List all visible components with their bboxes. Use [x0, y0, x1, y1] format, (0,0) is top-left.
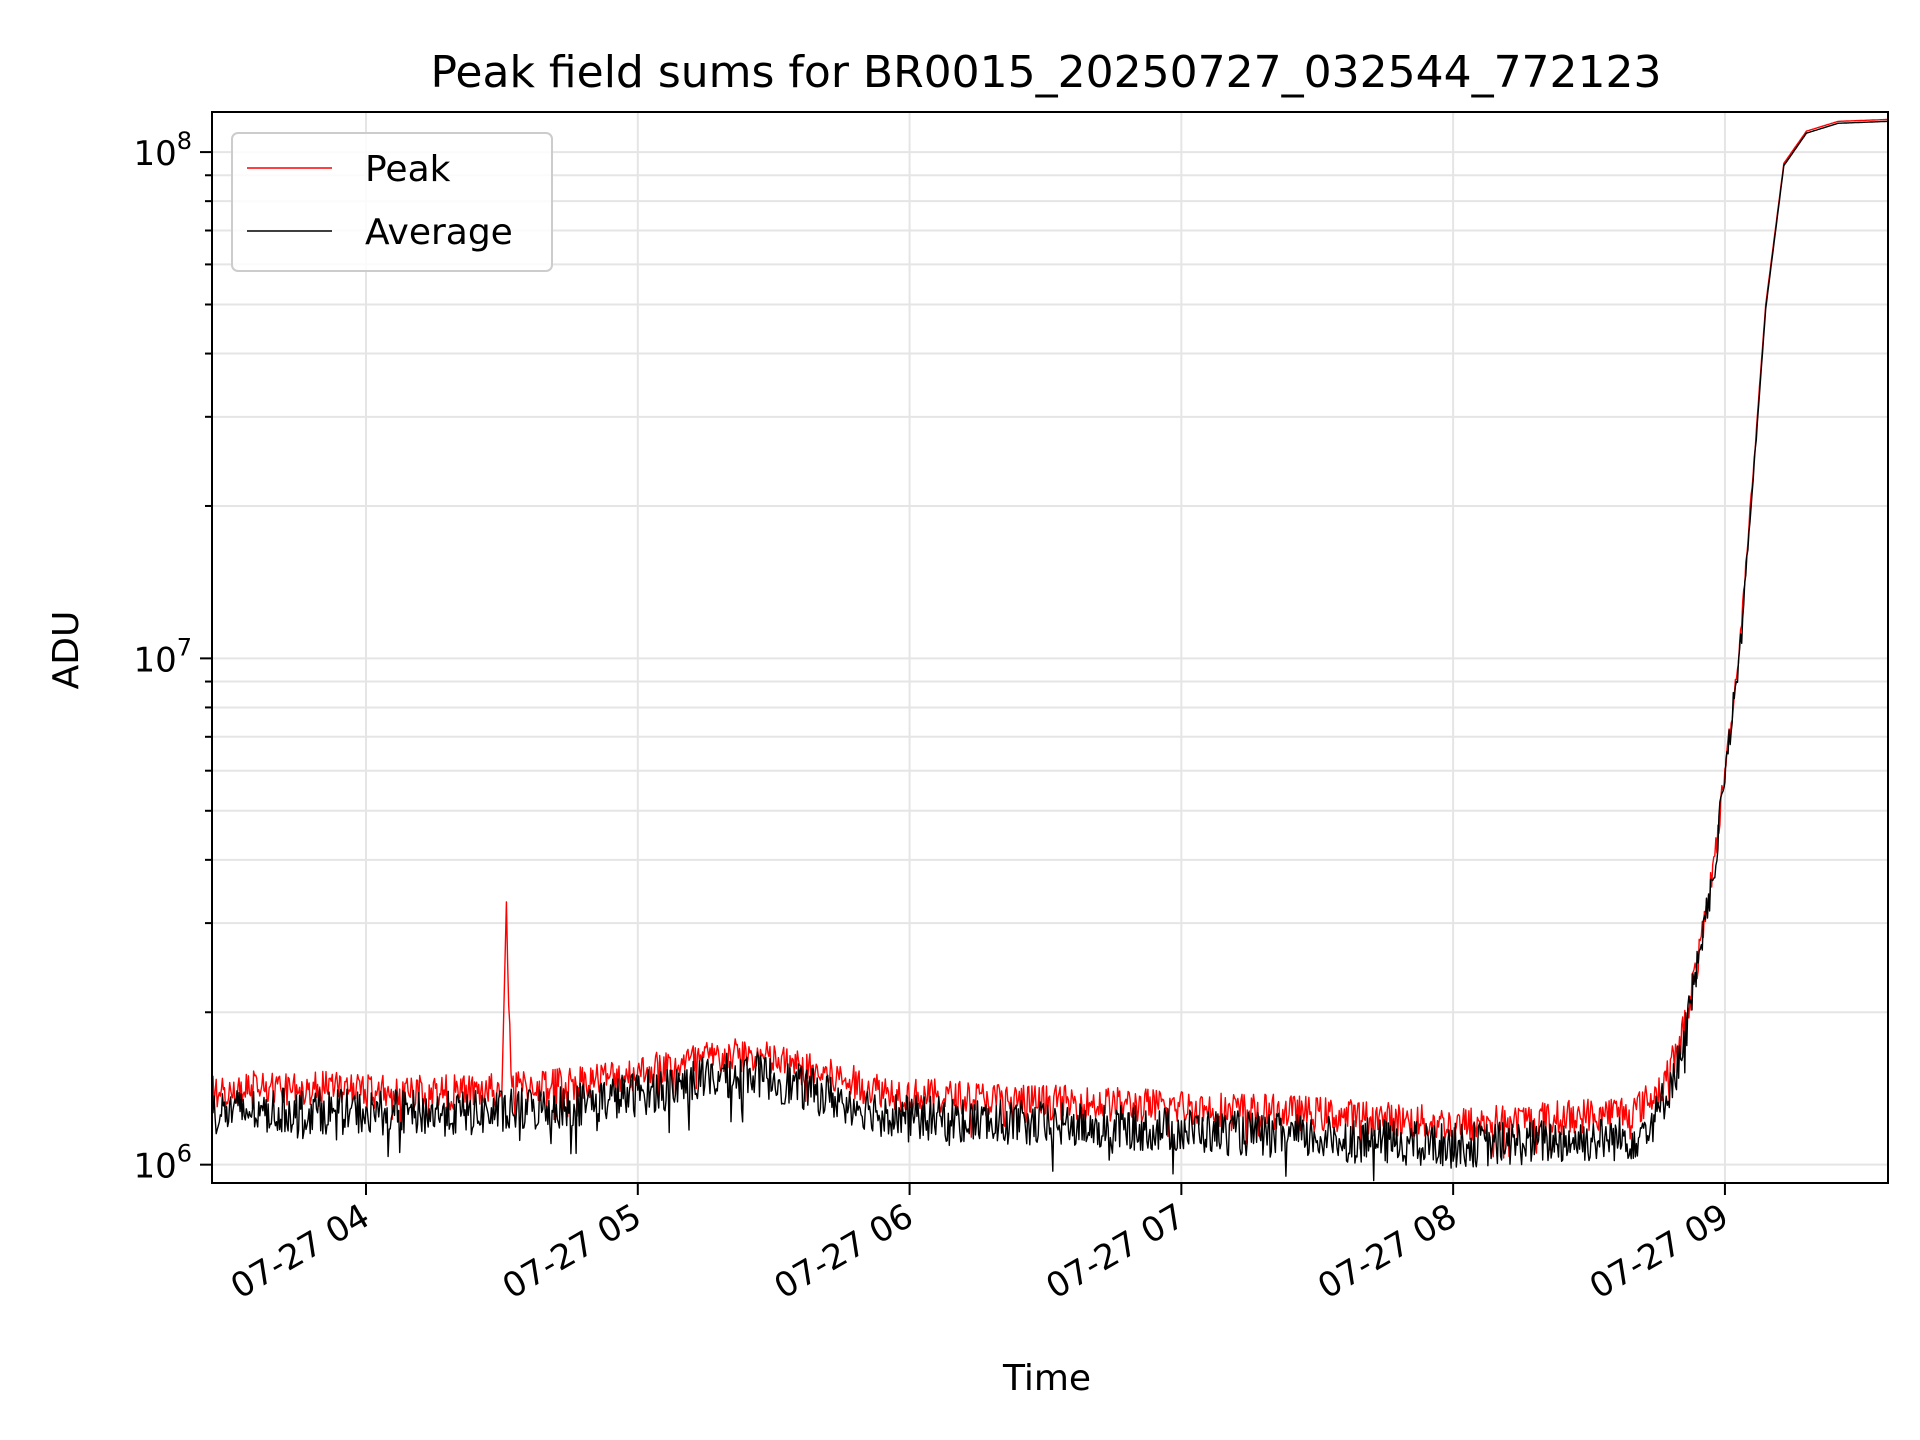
- x-axis-label: Time: [1002, 1358, 1091, 1399]
- y-tick-label: 107: [133, 633, 192, 680]
- grid: [212, 112, 1888, 1183]
- series-line-peak: [211, 118, 1888, 1159]
- y-tick-base: 10: [133, 1147, 176, 1187]
- y-tick-exponent: 7: [177, 633, 192, 661]
- chart-title: Peak field sums for BR0015_20250727_0325…: [430, 47, 1661, 98]
- legend: Peak Average: [231, 132, 553, 272]
- series-line-average: [211, 120, 1888, 1182]
- legend-label-average: Average: [365, 212, 513, 253]
- y-tick-label: 106: [133, 1140, 192, 1187]
- y-axis-label: ADU: [46, 611, 87, 690]
- plot-frame: [211, 111, 1889, 1184]
- legend-label-peak: Peak: [365, 149, 451, 190]
- y-tick-label: 108: [133, 127, 192, 174]
- y-tick-base: 10: [133, 640, 176, 680]
- y-tick-exponent: 6: [177, 1140, 192, 1168]
- series-layer: [211, 118, 1888, 1182]
- y-tick-exponent: 8: [177, 127, 192, 155]
- y-tick-base: 10: [133, 134, 176, 174]
